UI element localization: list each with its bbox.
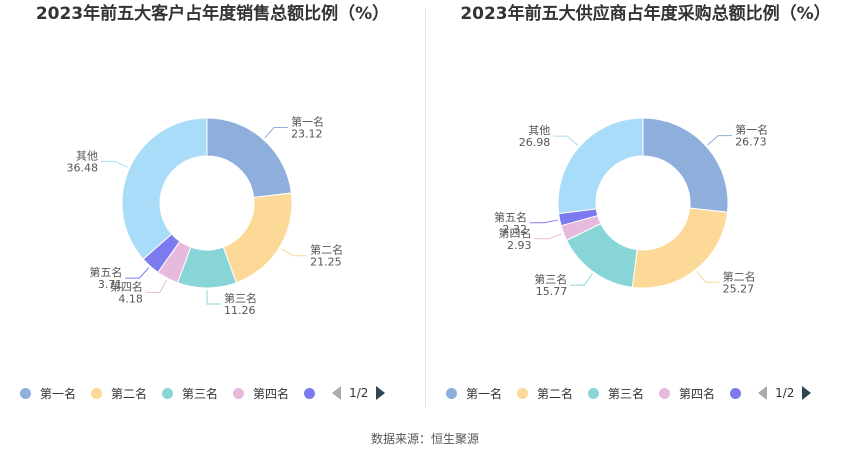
legend-dot-icon (446, 387, 457, 399)
legend-label: 第三名 (182, 386, 219, 401)
slice-label-name-5: 第五名 (89, 265, 122, 279)
legend-item-3[interactable]: 第三名 (162, 385, 218, 402)
label-leader-2 (696, 270, 720, 283)
label-leader-4 (145, 279, 167, 293)
legend-dot-icon (517, 387, 529, 399)
slice-label-name-1: 第一名 (735, 123, 768, 137)
panel-divider (425, 8, 426, 408)
slice-label-value-6: 26.98 (519, 136, 551, 149)
donut-slice-2[interactable] (631, 207, 729, 289)
label-leader-3 (570, 273, 593, 286)
slice-label-value-4: 2.93 (507, 239, 532, 252)
label-leader-5 (529, 219, 558, 224)
slice-label-name-3: 第三名 (224, 291, 257, 305)
label-leader-6 (100, 160, 128, 168)
donut-slice-6[interactable] (557, 117, 644, 215)
legend-page-number: 1/2 (775, 386, 795, 400)
slice-label-name-2: 第二名 (723, 269, 756, 283)
legend-dot-icon (730, 387, 742, 399)
supplier-chart-title: 2023年前五大供应商占年度采购总额比例（%） (460, 4, 831, 24)
legend-prev-page-icon[interactable] (758, 386, 768, 400)
legend-label: 第一名 (40, 386, 77, 401)
legend-item-5[interactable] (304, 387, 324, 399)
slice-label-value-6: 36.48 (66, 161, 98, 174)
slice-label-value-5: 2.32 (502, 223, 527, 236)
label-leader-3 (206, 290, 221, 305)
slice-label-name-2: 第二名 (310, 243, 343, 257)
legend-page-number: 1/2 (349, 386, 369, 400)
donut-slice-1[interactable] (642, 117, 729, 213)
legend-pager: 1/2 (752, 386, 812, 400)
slice-label-name-3: 第三名 (534, 272, 567, 286)
legend-item-2[interactable]: 第二名 (517, 385, 573, 402)
slice-label-value-2: 25.27 (723, 282, 755, 295)
donut-slice-1[interactable] (206, 117, 292, 199)
customer-chart-panel: 2023年前五大客户占年度销售总额比例（%） 第一名 23.12 第二名 21.25 第… (0, 0, 425, 420)
legend-dot-icon (304, 387, 316, 399)
legend-item-3[interactable]: 第三名 (588, 385, 644, 402)
legend-next-page-icon[interactable] (376, 386, 386, 400)
label-leader-1 (264, 126, 289, 139)
customer-chart-legend: 第一名 第二名 第三名 第四名 1/2 (20, 383, 415, 403)
legend-dot-icon (233, 387, 245, 399)
legend-item-2[interactable]: 第二名 (91, 385, 147, 402)
legend-dot-icon (659, 387, 671, 399)
supplier-chart-legend: 第一名 第二名 第三名 第四名 1/2 (446, 383, 841, 403)
legend-prev-page-icon[interactable] (332, 386, 342, 400)
legend-dot-icon (20, 387, 31, 399)
legend-item-4[interactable]: 第四名 (233, 385, 289, 402)
legend-label: 第四名 (253, 386, 290, 401)
legend-label: 第二名 (111, 386, 148, 401)
slice-label-name-1: 第一名 (291, 114, 324, 128)
slice-label-value-3: 11.26 (224, 304, 256, 317)
supplier-chart-panel: 2023年前五大供应商占年度采购总额比例（%） 第一名 26.73 第二名 25.27… (426, 0, 850, 420)
legend-dot-icon (162, 387, 174, 399)
slice-label-value-1: 23.12 (291, 127, 323, 140)
legend-item-1[interactable]: 第一名 (20, 385, 76, 402)
legend-item-5[interactable] (730, 387, 750, 399)
donut-slice-6[interactable] (121, 117, 208, 260)
legend-item-4[interactable]: 第四名 (659, 385, 715, 402)
legend-pager: 1/2 (326, 386, 386, 400)
label-leader-4 (534, 233, 562, 240)
slice-label-name-6: 其他 (76, 149, 98, 162)
legend-next-page-icon[interactable] (802, 386, 812, 400)
slice-label-value-3: 15.77 (536, 285, 568, 298)
slice-label-value-2: 21.25 (310, 256, 342, 269)
data-source: 数据来源：恒生聚源 (370, 432, 479, 446)
label-leader-5 (125, 267, 150, 279)
label-leader-6 (553, 135, 579, 146)
label-leader-2 (280, 248, 308, 257)
slice-label-value-4: 4.18 (118, 292, 143, 305)
donut-slice-2[interactable] (222, 192, 293, 284)
slice-label-value-1: 26.73 (735, 136, 767, 149)
customer-chart-title: 2023年前五大客户占年度销售总额比例（%） (35, 4, 390, 24)
label-leader-1 (707, 135, 733, 146)
legend-label: 第三名 (608, 386, 645, 401)
legend-label: 第二名 (537, 386, 574, 401)
slice-label-name-4: 第四名 (499, 226, 532, 240)
slice-label-name-4: 第四名 (110, 279, 143, 293)
slice-label-name-6: 其他 (528, 124, 550, 137)
legend-label: 第四名 (679, 386, 716, 401)
slice-label-name-5: 第五名 (494, 210, 527, 224)
legend-dot-icon (588, 387, 600, 399)
legend-label: 第一名 (466, 386, 503, 401)
slice-label-value-5: 3.71 (98, 278, 123, 291)
legend-dot-icon (91, 387, 103, 399)
legend-item-1[interactable]: 第一名 (446, 385, 502, 402)
